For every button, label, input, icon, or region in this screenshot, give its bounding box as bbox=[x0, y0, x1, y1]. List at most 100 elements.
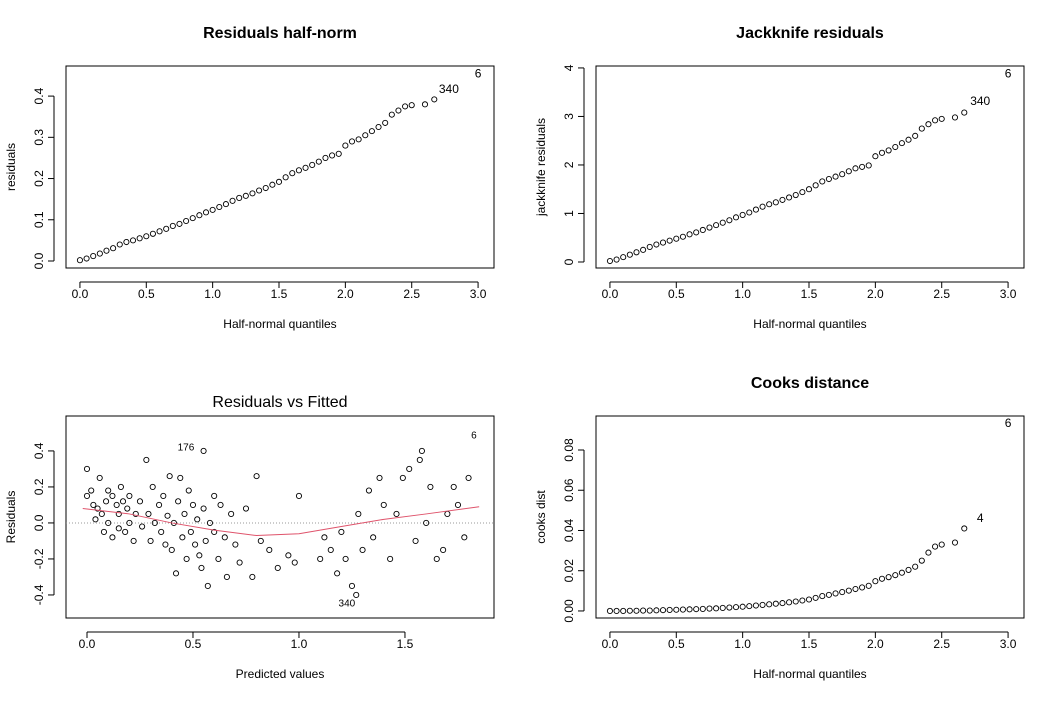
x-tick-label: 3.0 bbox=[470, 287, 487, 301]
point bbox=[156, 228, 163, 235]
point bbox=[626, 251, 633, 258]
chart-title: Jackknife residuals bbox=[736, 25, 884, 42]
point bbox=[912, 132, 919, 139]
point bbox=[242, 192, 249, 199]
point bbox=[295, 167, 302, 174]
point bbox=[228, 510, 235, 517]
y-axis-label: jackknife residuals bbox=[534, 118, 548, 217]
y-tick-label: 0.04 bbox=[562, 518, 576, 542]
point bbox=[76, 257, 83, 264]
point bbox=[98, 510, 105, 517]
point bbox=[151, 519, 158, 526]
point bbox=[416, 456, 423, 463]
point bbox=[129, 237, 137, 244]
y-tick-label: 0.02 bbox=[562, 559, 576, 583]
point bbox=[859, 584, 866, 591]
point bbox=[799, 189, 806, 196]
point bbox=[845, 168, 852, 175]
point bbox=[105, 487, 112, 494]
point-label: 6 bbox=[1005, 66, 1012, 80]
point bbox=[839, 171, 846, 178]
x-tick-label: 2.0 bbox=[867, 287, 884, 301]
point bbox=[117, 483, 124, 490]
point bbox=[83, 465, 91, 472]
point bbox=[181, 510, 188, 517]
x-tick-label: 1.0 bbox=[734, 637, 751, 651]
point bbox=[355, 136, 362, 143]
point bbox=[368, 128, 375, 135]
point bbox=[90, 252, 97, 260]
point bbox=[732, 214, 740, 221]
y-tick-label: 0.4 bbox=[32, 442, 46, 459]
point bbox=[399, 474, 406, 481]
point bbox=[222, 201, 229, 208]
y-tick-label: 0.0 bbox=[32, 514, 46, 531]
point bbox=[938, 115, 945, 122]
point bbox=[905, 566, 912, 573]
y-tick-label: 0.2 bbox=[32, 478, 46, 495]
point bbox=[918, 557, 925, 564]
x-axis-label: Predicted values bbox=[236, 667, 325, 681]
point bbox=[412, 537, 419, 544]
x-tick-label: 2.0 bbox=[337, 287, 354, 301]
point bbox=[194, 516, 201, 523]
point bbox=[640, 607, 647, 614]
point-label: 6 bbox=[475, 66, 482, 80]
point bbox=[659, 607, 667, 614]
point bbox=[666, 237, 673, 244]
point bbox=[327, 546, 334, 553]
x-tick-label: 0.5 bbox=[138, 287, 155, 301]
point bbox=[122, 528, 129, 535]
point bbox=[620, 607, 627, 615]
point bbox=[115, 525, 122, 532]
point bbox=[274, 564, 281, 572]
point bbox=[249, 573, 256, 581]
point bbox=[872, 153, 879, 160]
point bbox=[713, 605, 720, 612]
point bbox=[236, 194, 243, 201]
y-tick-label: 0 bbox=[562, 258, 576, 265]
x-tick-label: 3.0 bbox=[1000, 637, 1017, 651]
point bbox=[139, 523, 146, 530]
point bbox=[221, 534, 228, 541]
point bbox=[686, 231, 693, 238]
point bbox=[885, 574, 892, 581]
point bbox=[329, 152, 336, 159]
point bbox=[465, 474, 472, 481]
point-label: 6 bbox=[471, 431, 477, 442]
point bbox=[418, 447, 425, 454]
point bbox=[143, 233, 150, 240]
point bbox=[699, 605, 706, 612]
x-tick-label: 0.5 bbox=[668, 287, 685, 301]
point bbox=[256, 187, 263, 194]
x-tick-label: 2.5 bbox=[933, 287, 950, 301]
point bbox=[215, 555, 222, 562]
point bbox=[126, 519, 133, 526]
point bbox=[375, 123, 382, 131]
point bbox=[393, 510, 400, 517]
x-tick-label: 0.0 bbox=[602, 637, 619, 651]
point bbox=[183, 217, 190, 225]
point bbox=[242, 505, 250, 512]
point bbox=[176, 220, 183, 227]
point bbox=[912, 563, 919, 570]
point bbox=[825, 591, 832, 598]
point bbox=[739, 603, 746, 610]
point bbox=[116, 241, 123, 248]
point-label: 6 bbox=[1005, 416, 1012, 430]
point bbox=[461, 534, 468, 541]
y-tick-label: 4 bbox=[562, 64, 576, 71]
point bbox=[679, 233, 686, 240]
point bbox=[185, 487, 192, 494]
point bbox=[878, 149, 886, 156]
point bbox=[839, 588, 846, 596]
point bbox=[92, 516, 99, 523]
point bbox=[202, 209, 210, 216]
y-tick-label: 2 bbox=[562, 161, 576, 168]
point bbox=[130, 537, 137, 544]
point bbox=[865, 162, 872, 169]
point bbox=[143, 456, 150, 463]
point bbox=[408, 102, 415, 109]
y-tick-label: -0.2 bbox=[32, 548, 46, 569]
point bbox=[932, 543, 939, 550]
